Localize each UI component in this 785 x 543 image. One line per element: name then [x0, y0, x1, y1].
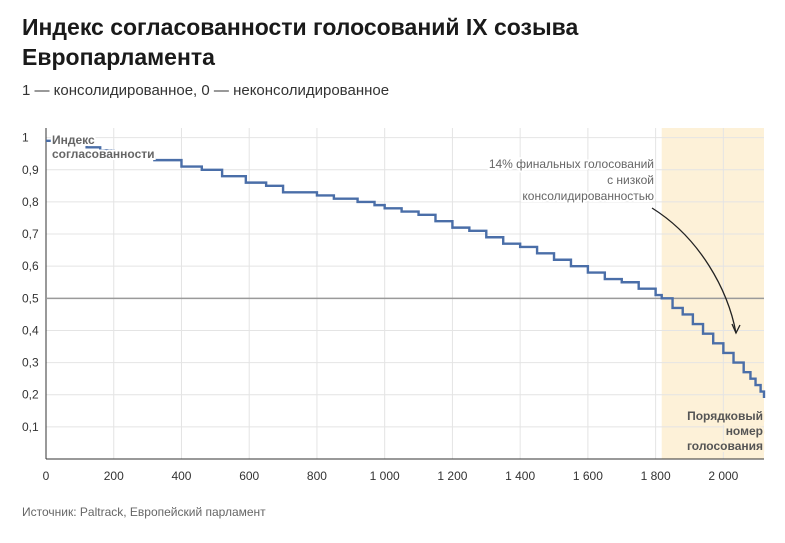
- annotation-text: с низкой: [607, 173, 654, 187]
- x-tick-label: 1 600: [573, 469, 603, 483]
- x-tick-label: 1 400: [505, 469, 535, 483]
- x-tick-label: 400: [171, 469, 191, 483]
- x-tick-label: 0: [43, 469, 50, 483]
- x-tick-label: 600: [239, 469, 259, 483]
- x-tick-label: 200: [104, 469, 124, 483]
- series-line: [46, 139, 766, 398]
- y-tick-label: 0,8: [22, 195, 39, 209]
- chart-area: 0 200 400 600 800 1 000 1 200 1 400 1 600 1 800 2 …: [22, 128, 766, 483]
- annotation-arrow: [651, 207, 737, 334]
- y-tick-label: 0,9: [22, 163, 39, 177]
- chart-title: Индекс согласованности голосований IX со…: [22, 14, 579, 70]
- x-tick-label: 1 800: [641, 469, 671, 483]
- y-tick-label: 0,7: [22, 227, 39, 241]
- annotation-text: консолидированностью: [522, 189, 654, 203]
- y-axis-label: согласованности: [52, 147, 155, 161]
- y-axis-label: Индекс: [52, 133, 95, 147]
- y-tick-label: 0,6: [22, 259, 39, 273]
- highlight-region: [661, 128, 764, 459]
- x-tick-label: 800: [307, 469, 327, 483]
- y-tick-label: 0,3: [22, 356, 39, 370]
- chart-subtitle: 1 — консолидированное, 0 — неконсолидиро…: [22, 82, 390, 99]
- x-tick-label: 1 000: [370, 469, 400, 483]
- x-tick-label: 2 000: [708, 469, 738, 483]
- annotation-text: 14% финальных голосований: [489, 157, 654, 171]
- x-axis-label: голосования: [687, 439, 763, 453]
- source-note: Источник: Paltrack, Европейский парламен…: [22, 505, 266, 519]
- y-tick-label: 0,5: [22, 291, 39, 305]
- y-tick-label: 0,1: [22, 420, 39, 434]
- annotation-arrowhead: [731, 323, 741, 335]
- x-tick-label: 1 200: [437, 469, 467, 483]
- y-tick-label: 0,4: [22, 323, 39, 337]
- x-axis-label: Порядковый: [687, 409, 763, 423]
- y-tick-label: 1: [22, 131, 29, 145]
- x-axis-label: номер: [726, 424, 763, 438]
- y-tick-label: 0,2: [22, 388, 39, 402]
